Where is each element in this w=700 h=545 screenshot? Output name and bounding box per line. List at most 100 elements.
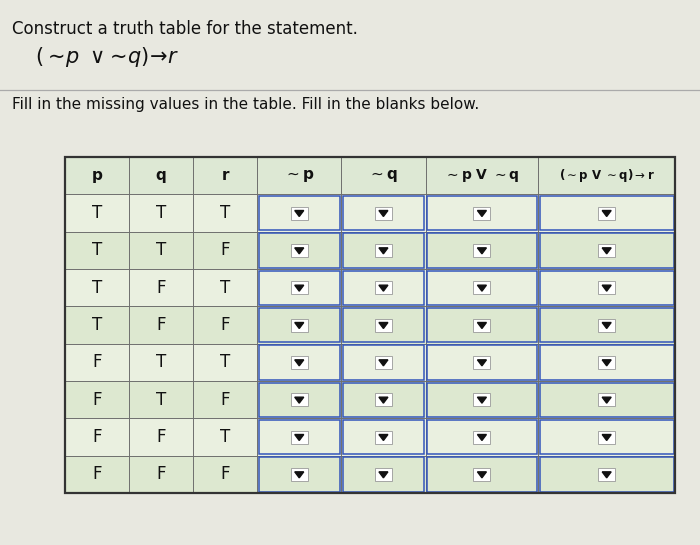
- Text: Fill in the missing values in the table. Fill in the blanks below.: Fill in the missing values in the table.…: [12, 97, 480, 112]
- Polygon shape: [295, 397, 304, 403]
- Polygon shape: [295, 434, 304, 440]
- Polygon shape: [602, 210, 611, 216]
- Polygon shape: [477, 434, 486, 440]
- Bar: [598, 244, 615, 257]
- Bar: [290, 318, 308, 331]
- Polygon shape: [477, 248, 486, 254]
- Bar: [598, 356, 615, 369]
- Bar: [375, 356, 392, 369]
- Bar: [426, 157, 538, 195]
- Bar: [343, 196, 424, 230]
- Bar: [540, 383, 673, 417]
- Text: r: r: [221, 168, 229, 183]
- Bar: [257, 232, 342, 269]
- Bar: [375, 281, 392, 294]
- Bar: [540, 270, 673, 305]
- Text: F: F: [220, 316, 230, 334]
- Polygon shape: [379, 472, 388, 478]
- Bar: [257, 269, 342, 306]
- Bar: [65, 269, 129, 306]
- Text: T: T: [156, 391, 166, 409]
- Bar: [193, 419, 257, 456]
- Polygon shape: [379, 323, 388, 329]
- Polygon shape: [379, 248, 388, 254]
- Bar: [342, 195, 426, 232]
- Text: F: F: [92, 353, 102, 371]
- Bar: [426, 269, 538, 306]
- Bar: [129, 269, 193, 306]
- Bar: [375, 468, 392, 481]
- Bar: [342, 456, 426, 493]
- Polygon shape: [477, 397, 486, 403]
- Bar: [193, 157, 257, 195]
- Polygon shape: [602, 323, 611, 329]
- Polygon shape: [602, 434, 611, 440]
- Text: F: F: [92, 428, 102, 446]
- Text: T: T: [220, 353, 230, 371]
- Bar: [259, 196, 340, 230]
- Bar: [426, 232, 538, 269]
- Bar: [598, 431, 615, 444]
- Bar: [473, 318, 491, 331]
- Text: F: F: [92, 391, 102, 409]
- Text: $\sim$q: $\sim$q: [368, 168, 398, 184]
- Text: T: T: [156, 204, 166, 222]
- Bar: [538, 269, 675, 306]
- Polygon shape: [295, 248, 304, 254]
- Text: $\sim$p: $\sim$p: [284, 168, 315, 184]
- Bar: [129, 381, 193, 419]
- Bar: [540, 420, 673, 454]
- Text: T: T: [92, 316, 102, 334]
- Text: T: T: [156, 353, 166, 371]
- Polygon shape: [477, 472, 486, 478]
- Text: T: T: [92, 278, 102, 296]
- Bar: [65, 195, 129, 232]
- Polygon shape: [379, 360, 388, 366]
- Bar: [473, 356, 491, 369]
- Bar: [65, 456, 129, 493]
- Bar: [65, 157, 675, 493]
- Bar: [342, 157, 426, 195]
- Bar: [290, 244, 308, 257]
- Bar: [540, 196, 673, 230]
- Polygon shape: [295, 210, 304, 216]
- Polygon shape: [379, 210, 388, 216]
- Text: F: F: [156, 278, 166, 296]
- Bar: [427, 420, 537, 454]
- Bar: [427, 233, 537, 268]
- Bar: [129, 306, 193, 344]
- Text: $(\sim\!p\ \vee\!\sim\!q)\!\rightarrow\!r$: $(\sim\!p\ \vee\!\sim\!q)\!\rightarrow\!…: [35, 45, 180, 69]
- Bar: [343, 233, 424, 268]
- Text: T: T: [92, 241, 102, 259]
- Bar: [259, 308, 340, 342]
- Bar: [375, 244, 392, 257]
- Bar: [342, 306, 426, 344]
- Bar: [343, 383, 424, 417]
- Bar: [538, 195, 675, 232]
- Bar: [538, 344, 675, 381]
- Bar: [342, 381, 426, 419]
- Bar: [473, 468, 491, 481]
- Bar: [290, 468, 308, 481]
- Bar: [290, 393, 308, 406]
- Bar: [259, 457, 340, 492]
- Bar: [540, 457, 673, 492]
- Text: F: F: [156, 316, 166, 334]
- Bar: [538, 306, 675, 344]
- Bar: [290, 207, 308, 220]
- Text: p: p: [92, 168, 102, 183]
- Bar: [598, 393, 615, 406]
- Bar: [427, 270, 537, 305]
- Text: q: q: [155, 168, 167, 183]
- Bar: [375, 318, 392, 331]
- Text: T: T: [156, 241, 166, 259]
- Text: T: T: [220, 428, 230, 446]
- Polygon shape: [379, 397, 388, 403]
- Bar: [343, 308, 424, 342]
- Bar: [193, 232, 257, 269]
- Bar: [257, 306, 342, 344]
- Bar: [538, 456, 675, 493]
- Bar: [375, 207, 392, 220]
- Bar: [598, 207, 615, 220]
- Bar: [473, 281, 491, 294]
